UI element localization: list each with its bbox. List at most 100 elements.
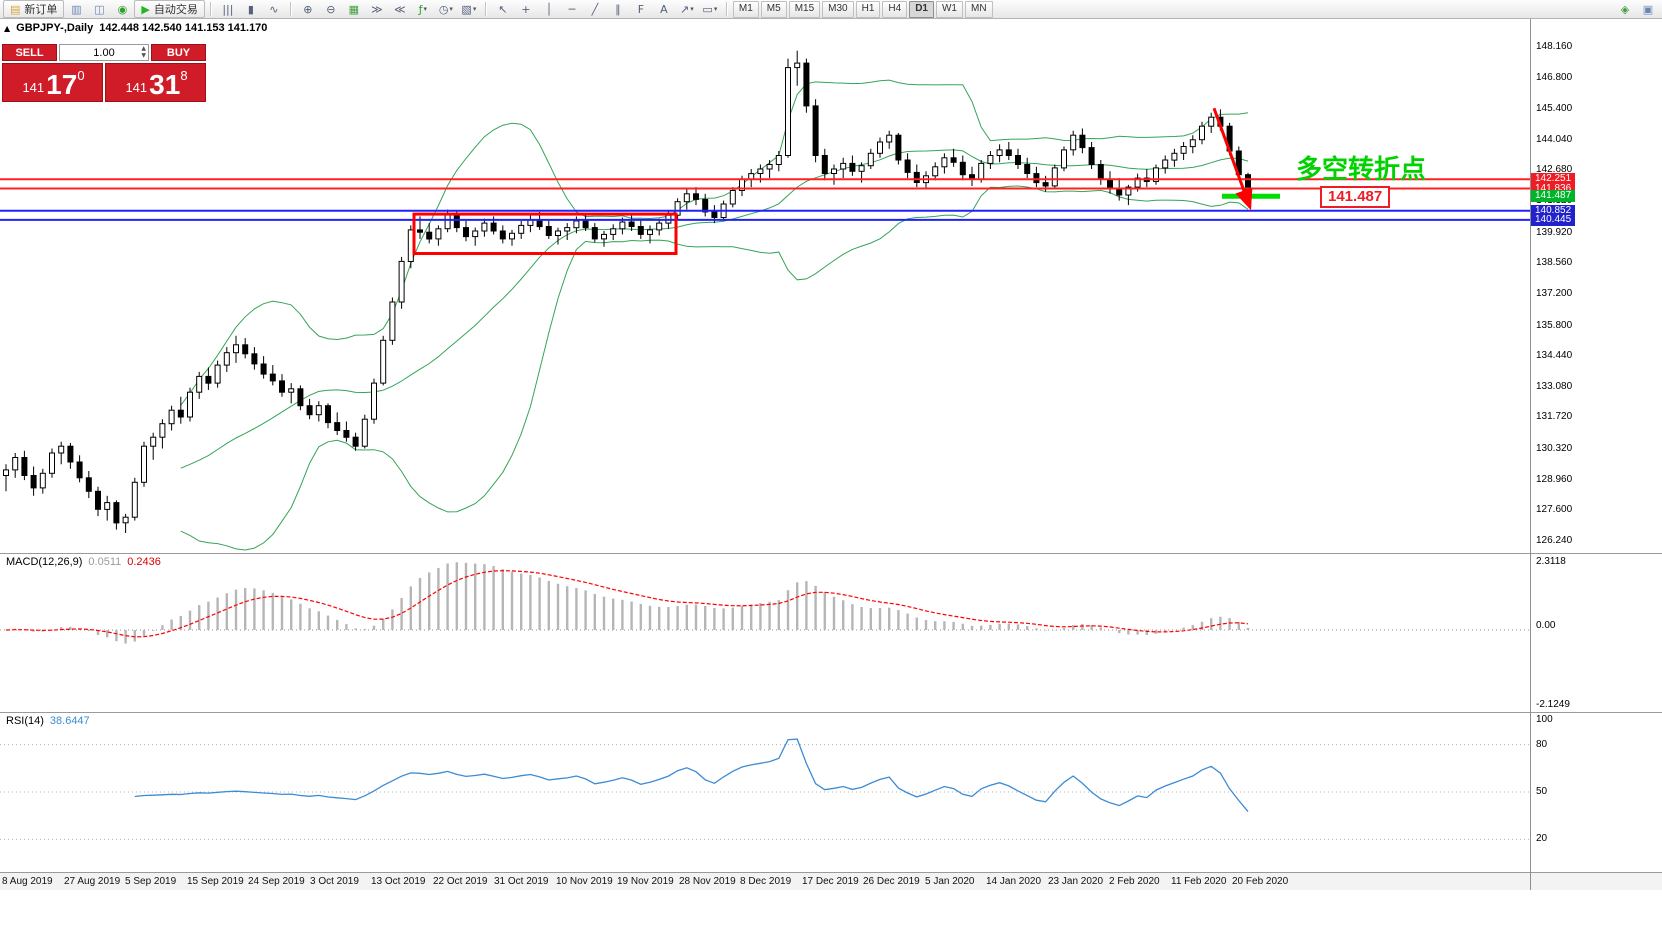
candlestick-icon-glyph: ▮ [247,2,254,16]
down-arrow-annotation [1212,107,1253,211]
arrows-icon[interactable]: ↗ ▾ [676,0,698,18]
macd-axis-label: -2.1249 [1536,699,1570,710]
candlestick-icon[interactable]: ▮ [240,0,262,18]
timeframe-h4-button[interactable]: H4 [882,0,908,18]
timeframe-w1-button[interactable]: W1 [935,0,963,18]
line-chart-icon[interactable]: ∿ [263,0,285,18]
bar-chart-icon[interactable]: ||| [217,0,239,18]
date-axis-label: 2 Feb 2020 [1109,876,1160,887]
chart-shift-icon-glyph: ≪ [394,2,406,16]
macd-canvas[interactable] [0,554,1530,712]
toolbar-extra-icon-1[interactable]: ◈ [1614,0,1636,18]
toolbar-separator [725,2,728,16]
chart-title: ▲ GBPJPY-,Daily 142.448 142.540 141.153 … [4,22,267,34]
price-tag: 142.251 [1531,173,1576,185]
horizontal-line-icon[interactable]: ─ [561,0,583,18]
refresh-icon[interactable]: ◉ [111,0,133,18]
templates-icon[interactable]: ▧ ▾ [458,0,480,18]
buy-button[interactable]: BUY [151,44,206,61]
autotrading-glyph: ▶ [141,2,150,16]
vertical-line-icon[interactable]: │ [538,0,560,18]
shapes-icon-glyph: ▭ [702,2,713,16]
cursor-icon[interactable]: ↖ [492,0,514,18]
toolbar-extra-icon-2[interactable]: ▣ [1637,0,1659,18]
text-icon[interactable]: A [653,0,675,18]
new-order-button[interactable]: ▤ 新订单 [3,0,65,18]
sell-price-main: 17 [46,69,78,100]
rsi-label: RSI(14) 38.6447 [6,715,90,727]
buy-price[interactable]: 141 31 8 [105,63,206,102]
tile-windows-icon-glyph: ▦ [348,2,360,16]
timeframe-m1-button[interactable]: M1 [732,0,759,18]
date-axis-label: 5 Jan 2020 [925,876,975,887]
auto-scroll-icon[interactable]: ≫ [366,0,388,18]
macd-axis[interactable]: 2.3118 0.00 -2.1249 [1531,554,1661,712]
collapse-icon[interactable]: ▲ [4,23,11,33]
timeframe-d1-button[interactable]: D1 [909,0,934,18]
charts-icon[interactable]: ▥ [65,0,87,18]
date-axis[interactable]: 8 Aug 2019 27 Aug 2019 5 Sep 2019 15 Sep 20… [0,872,1662,890]
periods-icon-dropdown-icon[interactable]: ▾ [449,5,453,13]
timeframe-m30-button[interactable]: M30 [822,0,854,18]
date-axis-label: 5 Sep 2019 [125,876,177,887]
price-axis-label: 142.680 [1536,164,1573,175]
tile-windows-icon[interactable]: ▦ [343,0,365,18]
rsi-canvas[interactable] [0,713,1530,872]
indicators-icon-dropdown-icon[interactable]: ▾ [423,5,428,13]
date-axis-label: 24 Sep 2019 [248,876,305,887]
buy-price-prefix: 141 [125,80,148,95]
timeframe-mn-button[interactable]: MN [964,0,993,18]
volume-down-icon[interactable]: ▼ [141,52,146,59]
volume-value: 1.00 [93,46,115,59]
price-chart-canvas[interactable] [0,19,1530,553]
price-level-note[interactable]: 141.487 [1320,186,1391,208]
date-axis-label: 19 Nov 2019 [617,876,674,887]
sell-price[interactable]: 141 17 0 [2,63,103,102]
turning-point-note[interactable]: 多空转折点 [1296,154,1427,184]
crosshair-icon[interactable]: + [515,0,537,18]
price-axis-label: 128.960 [1536,474,1573,485]
rsi-panel: RSI(14) 38.6447 100 80 50 20 [0,712,1662,872]
auto-scroll-icon-glyph: ≫ [371,2,383,16]
shapes-icon[interactable]: ▭ ▾ [699,0,721,18]
shapes-icon-dropdown-icon[interactable]: ▾ [713,5,718,13]
date-axis-label: 8 Dec 2019 [740,876,792,887]
trendline-icon-glyph: ╱ [591,2,599,16]
indicators-icon[interactable]: ƒ ▾ [412,0,434,18]
date-axis-label: 3 Oct 2019 [310,876,359,887]
date-axis-label: 26 Dec 2019 [863,876,920,887]
profiles-icon[interactable]: ◫ [88,0,110,18]
toolbar-separator [484,2,487,16]
crosshair-icon-glyph: + [521,2,531,16]
volume-up-icon[interactable]: ▲ [141,45,146,52]
price-axis-label: 126.240 [1536,535,1573,546]
zoom-out-icon[interactable]: ⊖ [320,0,342,18]
timeframe-m15-button[interactable]: M15 [788,0,821,18]
chart-shift-icon[interactable]: ≪ [389,0,411,18]
rsi-axis-label: 20 [1536,833,1548,844]
price-tag: 140.445 [1531,214,1576,226]
toolbar-separator [289,2,292,16]
macd-label: MACD(12,26,9) 0.0511 0.2436 [6,556,161,568]
templates-icon-dropdown-icon[interactable]: ▾ [472,5,477,13]
zoom-in-icon[interactable]: ⊕ [297,0,319,18]
sell-button[interactable]: SELL [2,44,57,61]
price-axis-label: 133.080 [1536,381,1573,392]
channel-icon[interactable]: ∥ [607,0,629,18]
timeframe-h1-button[interactable]: H1 [855,0,881,18]
fibonacci-icon[interactable]: F [630,0,652,18]
arrows-icon-dropdown-icon[interactable]: ▾ [690,5,694,13]
volume-spinner[interactable]: ▲ ▼ [141,45,146,59]
autotrading-button[interactable]: ▶ 自动交易 [134,0,205,18]
date-axis-label: 13 Oct 2019 [371,876,426,887]
price-axis[interactable]: 148.160146.800145.400144.040142.680141.3… [1531,19,1661,553]
text-icon-glyph: A [660,2,668,16]
volume-input[interactable]: 1.00 ▲ ▼ [59,44,149,61]
consolidation-rectangle [412,212,678,256]
symbol-label: GBPJPY-,Daily [16,22,94,34]
trendline-icon[interactable]: ╱ [584,0,606,18]
periods-icon[interactable]: ◷ ▾ [435,0,457,18]
timeframe-m5-button[interactable]: M5 [760,0,787,18]
rsi-axis-label: 80 [1536,739,1548,750]
rsi-axis[interactable]: 100 80 50 20 [1531,713,1661,872]
